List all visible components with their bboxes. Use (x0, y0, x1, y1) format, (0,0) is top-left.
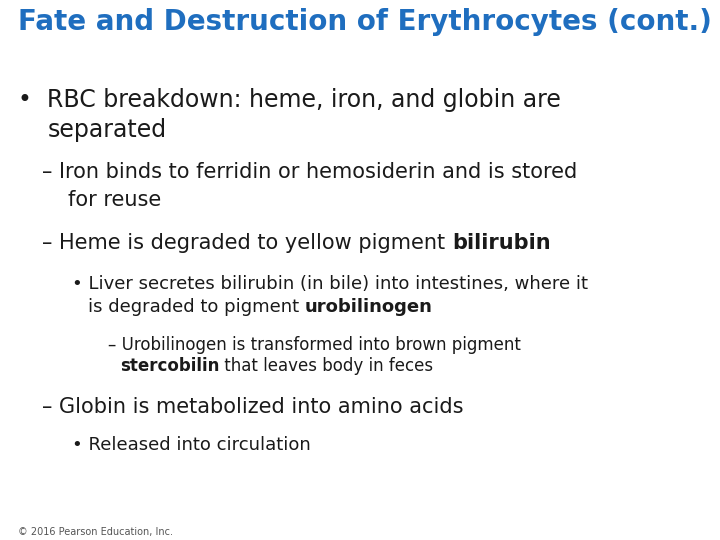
Text: – Iron binds to ferridin or hemosiderin and is stored: – Iron binds to ferridin or hemosiderin … (42, 162, 577, 182)
Text: – Urobilinogen is transformed into brown pigment: – Urobilinogen is transformed into brown… (108, 336, 521, 354)
Text: is degraded to pigment: is degraded to pigment (88, 298, 305, 316)
Text: – Globin is metabolized into amino acids: – Globin is metabolized into amino acids (42, 397, 464, 417)
Text: •  RBC breakdown: heme, iron, and globin are: • RBC breakdown: heme, iron, and globin … (18, 88, 561, 112)
Text: urobilinogen: urobilinogen (305, 298, 433, 316)
Text: – Heme is degraded to yellow pigment: – Heme is degraded to yellow pigment (42, 233, 451, 253)
Text: bilirubin: bilirubin (451, 233, 550, 253)
Text: © 2016 Pearson Education, Inc.: © 2016 Pearson Education, Inc. (18, 527, 173, 537)
Text: for reuse: for reuse (68, 190, 161, 210)
Text: • Released into circulation: • Released into circulation (72, 436, 311, 454)
Text: that leaves body in feces: that leaves body in feces (220, 357, 433, 375)
Text: separated: separated (48, 118, 167, 142)
Text: stercobilin: stercobilin (120, 357, 220, 375)
Text: Fate and Destruction of Erythrocytes (cont.): Fate and Destruction of Erythrocytes (co… (18, 8, 712, 36)
Text: • Liver secretes bilirubin (in bile) into intestines, where it: • Liver secretes bilirubin (in bile) int… (72, 275, 588, 293)
